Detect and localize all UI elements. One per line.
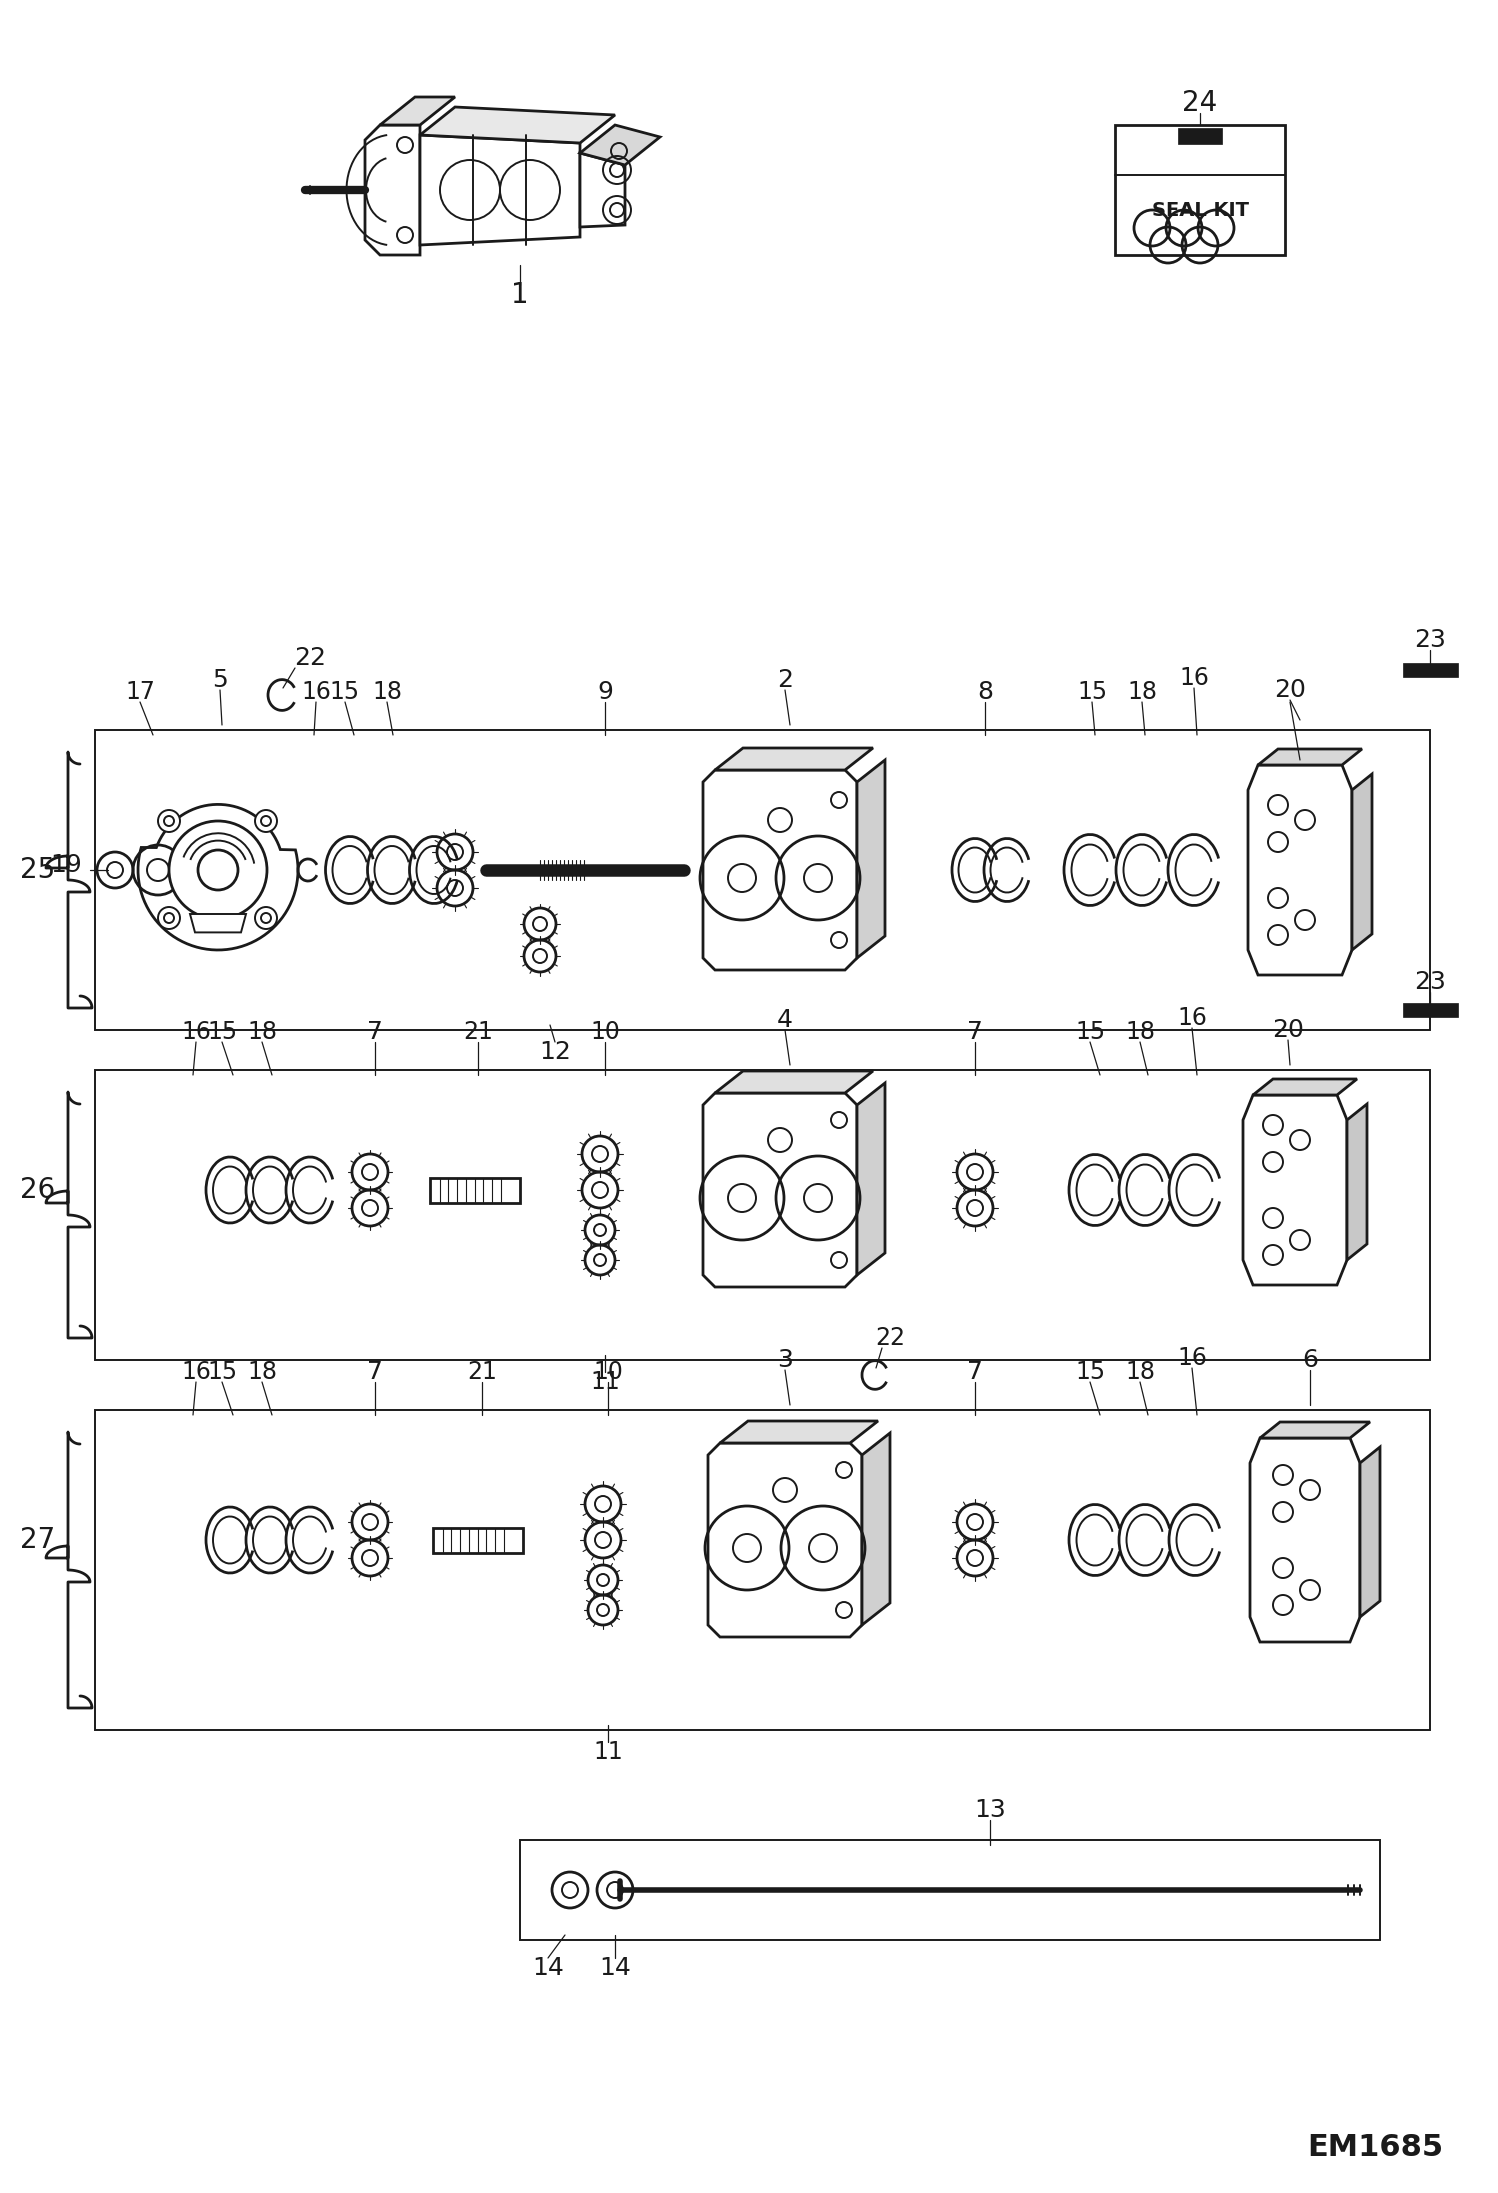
- Text: 2: 2: [777, 669, 792, 693]
- Text: SEAL KIT: SEAL KIT: [1152, 200, 1248, 219]
- Polygon shape: [721, 1421, 878, 1443]
- Polygon shape: [1248, 765, 1353, 976]
- Text: 21: 21: [463, 1020, 493, 1044]
- Text: 24: 24: [1182, 90, 1218, 116]
- Text: 16: 16: [1177, 1347, 1207, 1371]
- Bar: [1177, 127, 1222, 145]
- Bar: [94, 1070, 1431, 1360]
- Text: 20: 20: [1272, 1018, 1303, 1042]
- Text: 25: 25: [21, 855, 55, 884]
- Polygon shape: [1347, 1103, 1368, 1261]
- Text: 18: 18: [1126, 680, 1156, 704]
- Text: 16: 16: [1177, 1007, 1207, 1031]
- Polygon shape: [857, 1083, 885, 1274]
- Text: 15: 15: [1076, 1020, 1106, 1044]
- Bar: [94, 730, 1431, 1031]
- Text: 15: 15: [207, 1020, 237, 1044]
- Polygon shape: [703, 1092, 857, 1287]
- Text: 7: 7: [367, 1020, 383, 1044]
- Text: 16: 16: [181, 1020, 211, 1044]
- Text: 18: 18: [247, 1360, 277, 1384]
- Text: 13: 13: [974, 1798, 1005, 1822]
- Text: 20: 20: [1275, 678, 1306, 702]
- Text: 18: 18: [372, 680, 401, 704]
- Text: 6: 6: [1302, 1349, 1318, 1373]
- Polygon shape: [380, 96, 455, 125]
- Text: 5: 5: [213, 669, 228, 693]
- Polygon shape: [419, 136, 580, 246]
- Text: 17: 17: [124, 680, 154, 704]
- Text: 14: 14: [532, 1956, 563, 1980]
- Text: 22: 22: [294, 647, 327, 671]
- Circle shape: [255, 908, 277, 930]
- Circle shape: [255, 809, 277, 831]
- Polygon shape: [857, 761, 885, 958]
- Polygon shape: [715, 1070, 873, 1092]
- Polygon shape: [580, 125, 661, 164]
- Polygon shape: [1249, 1439, 1360, 1643]
- Text: 4: 4: [777, 1009, 792, 1033]
- Polygon shape: [703, 770, 857, 969]
- Circle shape: [169, 820, 267, 919]
- Text: 23: 23: [1414, 627, 1446, 651]
- Polygon shape: [1243, 1094, 1347, 1285]
- Bar: [1115, 125, 1285, 254]
- Polygon shape: [1360, 1447, 1380, 1616]
- Text: 11: 11: [593, 1739, 623, 1763]
- Polygon shape: [580, 154, 625, 228]
- Text: 19: 19: [51, 853, 82, 877]
- Polygon shape: [1258, 750, 1362, 765]
- Circle shape: [157, 908, 180, 930]
- Text: 8: 8: [977, 680, 993, 704]
- Text: 15: 15: [1076, 1360, 1106, 1384]
- Text: 3: 3: [777, 1349, 792, 1373]
- Text: 7: 7: [968, 1020, 983, 1044]
- Text: 27: 27: [21, 1526, 55, 1555]
- Text: 16: 16: [301, 680, 331, 704]
- Text: 10: 10: [593, 1360, 623, 1384]
- Text: 26: 26: [21, 1175, 55, 1204]
- Bar: [433, 1529, 523, 1553]
- Polygon shape: [709, 1443, 861, 1636]
- Bar: [1404, 1002, 1458, 1018]
- Text: 9: 9: [598, 680, 613, 704]
- Text: 1: 1: [511, 281, 529, 309]
- Polygon shape: [419, 107, 616, 143]
- Text: 16: 16: [181, 1360, 211, 1384]
- Text: 14: 14: [599, 1956, 631, 1980]
- Text: 22: 22: [875, 1327, 905, 1351]
- Text: 16: 16: [1179, 667, 1209, 691]
- Polygon shape: [715, 748, 873, 770]
- Polygon shape: [861, 1432, 890, 1625]
- Bar: [1404, 662, 1458, 678]
- Bar: [520, 1840, 1380, 1941]
- Circle shape: [157, 809, 180, 831]
- Text: 18: 18: [1125, 1020, 1155, 1044]
- Text: 15: 15: [330, 680, 360, 704]
- Text: 18: 18: [247, 1020, 277, 1044]
- Text: 18: 18: [1125, 1360, 1155, 1384]
- Text: 21: 21: [467, 1360, 497, 1384]
- Text: EM1685: EM1685: [1306, 2134, 1443, 2162]
- Text: 7: 7: [367, 1360, 383, 1384]
- Polygon shape: [138, 805, 298, 950]
- Text: 15: 15: [207, 1360, 237, 1384]
- Polygon shape: [366, 125, 419, 254]
- Text: 11: 11: [590, 1371, 620, 1395]
- Text: 10: 10: [590, 1020, 620, 1044]
- Text: 12: 12: [539, 1039, 571, 1064]
- Polygon shape: [1260, 1421, 1371, 1439]
- Polygon shape: [1252, 1079, 1357, 1094]
- Bar: [430, 1178, 520, 1204]
- Text: 7: 7: [968, 1360, 983, 1384]
- Text: 23: 23: [1414, 969, 1446, 993]
- Polygon shape: [190, 914, 246, 932]
- Bar: [94, 1410, 1431, 1730]
- Polygon shape: [1353, 774, 1372, 950]
- Text: 15: 15: [1077, 680, 1107, 704]
